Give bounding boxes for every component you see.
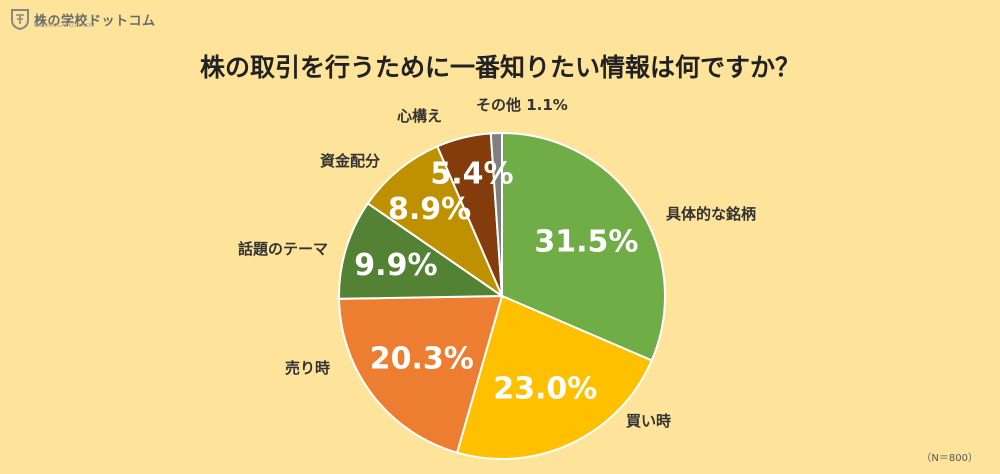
sample-size-note: （N＝800） <box>921 453 978 464</box>
logo: 株の学校ドットコム <box>10 8 156 31</box>
slice-value-label: 20.3% <box>370 342 474 377</box>
slice-category-label: 買い時 <box>626 412 671 430</box>
pie-slice <box>501 131 666 362</box>
slice-value-label: 23.0% <box>493 371 597 406</box>
slice-category-label: 話題のテーマ <box>238 240 328 258</box>
pie-slice <box>366 145 505 299</box>
logo-shield-icon <box>10 8 30 31</box>
slice-value-label: 5.4% <box>430 157 513 192</box>
pie-slice <box>455 294 654 460</box>
logo-text: 株の学校ドットコム <box>34 13 156 29</box>
pie-slice <box>338 294 504 454</box>
pie-slice <box>489 131 503 297</box>
slice-category-label: 心構え <box>397 107 442 125</box>
slice-value-label: 9.9% <box>354 248 437 283</box>
slice-category-label: その他 1.1% <box>476 96 568 114</box>
slice-category-label: 資金配分 <box>320 152 380 170</box>
pie-slice <box>338 202 506 300</box>
slice-value-label: 31.5% <box>534 224 638 259</box>
slice-category-label: 具体的な銘柄 <box>666 205 756 223</box>
slice-category-label: 売り時 <box>285 359 330 377</box>
logo-subtext: KABUNOGAKKOU.COM <box>34 23 95 29</box>
chart-title: 株の取引を行うために一番知りたい情報は何ですか？ <box>199 53 800 82</box>
slice-value-label: 8.9% <box>388 192 471 227</box>
